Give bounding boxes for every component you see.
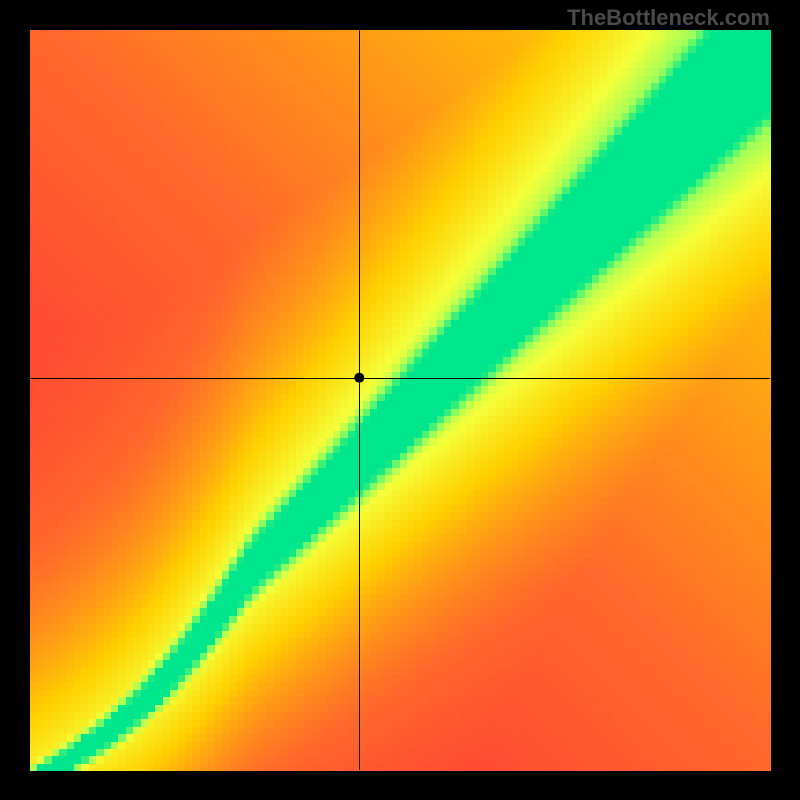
watermark-text: TheBottleneck.com: [567, 5, 770, 31]
bottleneck-heatmap: [0, 0, 800, 800]
